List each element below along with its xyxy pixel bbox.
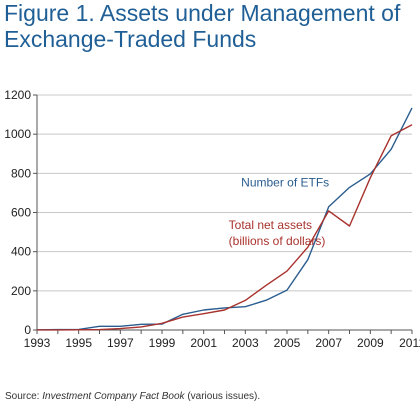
- x-tick-label-2007: 2007: [315, 336, 342, 350]
- x-tick-label-2001: 2001: [190, 336, 217, 350]
- chart-title: Figure 1. Assets under Management of Exc…: [4, 0, 414, 52]
- x-tick-label-1993: 1993: [24, 336, 51, 350]
- y-tick-label-1200: 1200: [4, 88, 31, 102]
- assets-series-line: [37, 124, 413, 331]
- source-publication: Investment Company Fact Book: [42, 391, 185, 402]
- y-tick-label-400: 400: [11, 245, 31, 259]
- y-tick-label-1000: 1000: [4, 127, 31, 141]
- source-note: Source: Investment Company Fact Book (va…: [5, 391, 260, 402]
- x-tick-label-2011: 2011: [399, 336, 420, 350]
- y-tick-label-800: 800: [11, 166, 31, 180]
- line-chart: 0 200 400 600 800 1000 1200 1993 1995 1997 1999 200…: [4, 88, 420, 350]
- chart-title-line-2: Exchange-Traded Funds: [4, 26, 257, 52]
- x-tick-label-1999: 1999: [149, 336, 176, 350]
- etfs-series-line: [36, 107, 413, 331]
- assets-series-label-line-2: (billions of dollars): [229, 234, 326, 248]
- x-tick-label-2003: 2003: [232, 336, 259, 350]
- assets-series-label-line-1: Total net assets: [229, 218, 312, 232]
- y-tick-label-600: 600: [11, 206, 31, 220]
- x-tick-label-1995: 1995: [65, 336, 92, 350]
- etfs-series-label: Number of ETFs: [241, 176, 329, 190]
- x-tick-label-1997: 1997: [107, 336, 134, 350]
- source-label: Source:: [5, 391, 43, 402]
- chart-title-line-1: Figure 1. Assets under Management of: [4, 0, 401, 26]
- x-tick-label-2005: 2005: [274, 336, 301, 350]
- y-tick-label-200: 200: [11, 284, 31, 298]
- x-tick-label-2009: 2009: [357, 336, 384, 350]
- source-rest: (various issues).: [184, 391, 261, 402]
- y-tick-label-0: 0: [24, 323, 31, 337]
